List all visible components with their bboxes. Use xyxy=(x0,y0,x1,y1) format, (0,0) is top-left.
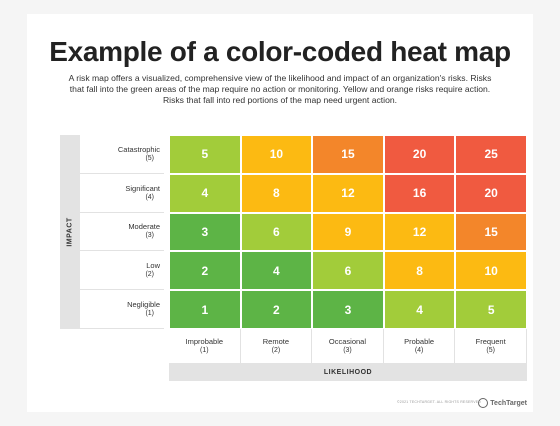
column-label-score: (2) xyxy=(271,347,281,354)
row-labels: Catastrophic (5) Significant (4) Moderate (3)… xyxy=(80,135,169,329)
row-label-score: (2) xyxy=(145,271,154,279)
row-label-moderate: Moderate (3) xyxy=(80,213,164,252)
heat-map-cell: 5 xyxy=(169,135,241,174)
heat-map-cell: 1 xyxy=(169,290,241,329)
heat-map-cell: 5 xyxy=(455,290,527,329)
y-axis-bar: IMPACT xyxy=(60,135,80,329)
description: A risk map offers a visualized, comprehe… xyxy=(68,73,492,105)
heat-map-cell: 12 xyxy=(383,212,456,252)
column-labels: Improbable (1) Remote (2) Occasional (3) Proba… xyxy=(169,329,527,363)
logo-text: TechTarget xyxy=(490,399,527,407)
column-label-improbable: Improbable (1) xyxy=(169,329,241,363)
heat-map-cell: 2 xyxy=(240,290,313,329)
row-label-negligible: Negligible (1) xyxy=(80,290,164,329)
page-title: Example of a color-coded heat map xyxy=(49,36,511,67)
heat-map-cell: 10 xyxy=(455,251,527,291)
techtarget-logo: TechTarget xyxy=(478,398,527,408)
heat-map-cell: 15 xyxy=(312,135,384,174)
heat-map-cell: 20 xyxy=(455,173,527,213)
x-axis-bar: LIKELIHOOD xyxy=(169,363,527,381)
heat-map-cell: 25 xyxy=(455,135,527,174)
row-label-score: (3) xyxy=(145,232,154,240)
column-label-probable: Probable (4) xyxy=(384,329,456,363)
y-axis-label: IMPACT xyxy=(66,217,74,247)
row-label-score: (1) xyxy=(145,310,154,318)
heat-map-cell: 2 xyxy=(169,251,241,291)
column-label-score: (5) xyxy=(486,347,495,354)
column-label-text: Probable xyxy=(404,337,435,346)
row-label-text: Moderate xyxy=(128,222,160,232)
row-label-significant: Significant (4) xyxy=(80,174,164,213)
heat-map-cell: 3 xyxy=(169,212,241,252)
heat-map-cell: 4 xyxy=(169,173,241,213)
heat-map-cell: 3 xyxy=(312,290,384,329)
column-label-score: (3) xyxy=(343,347,352,354)
column-label-remote: Remote (2) xyxy=(241,329,313,363)
column-label-score: (1) xyxy=(200,347,209,354)
heat-map-cell: 4 xyxy=(383,290,456,329)
heat-map-cell: 8 xyxy=(240,173,313,213)
row-label-low: Low (2) xyxy=(80,251,164,291)
row-label-text: Low xyxy=(146,261,160,271)
row-label-text: Catastrophic xyxy=(117,144,160,154)
heat-map-cell: 12 xyxy=(312,173,384,213)
heat-map-cell: 6 xyxy=(312,251,384,291)
row-label-score: (4) xyxy=(145,193,154,201)
row-label-text: Negligible xyxy=(127,300,160,310)
heat-map-card: Example of a color-coded heat map A risk… xyxy=(27,14,533,412)
row-label-text: Significant xyxy=(125,183,160,193)
row-label-score: (5) xyxy=(145,154,154,162)
heat-map-cell: 16 xyxy=(383,173,456,213)
copyright-text: ©2021 TECHTARGET. ALL RIGHTS RESERVED xyxy=(397,400,481,404)
row-label-catastrophic: Catastrophic (5) xyxy=(80,135,164,174)
column-label-text: Improbable xyxy=(185,337,224,346)
heat-map-cell: 9 xyxy=(312,212,384,252)
column-label-occasional: Occasional (3) xyxy=(312,329,384,363)
column-label-frequent: Frequent (5) xyxy=(455,329,527,363)
heat-map-cell: 8 xyxy=(383,251,456,291)
column-label-text: Occasional xyxy=(328,337,367,346)
x-axis-label: LIKELIHOOD xyxy=(323,368,373,376)
column-label-text: Frequent xyxy=(475,337,506,346)
heat-map-cell: 10 xyxy=(240,135,313,174)
heat-map-cell: 20 xyxy=(383,135,456,174)
logo-mark-icon xyxy=(478,398,489,408)
heat-map-cell: 4 xyxy=(240,251,313,291)
heat-map-grid: 5 10 15 20 25 4 8 12 16 20 3 6 9 12 15 2 4 6 8 10 1 2 3 4 5 xyxy=(169,135,527,329)
column-label-text: Remote xyxy=(262,337,290,346)
column-label-score: (4) xyxy=(414,347,424,354)
heat-map-cell: 15 xyxy=(455,212,527,252)
heat-map-cell: 6 xyxy=(240,212,313,252)
